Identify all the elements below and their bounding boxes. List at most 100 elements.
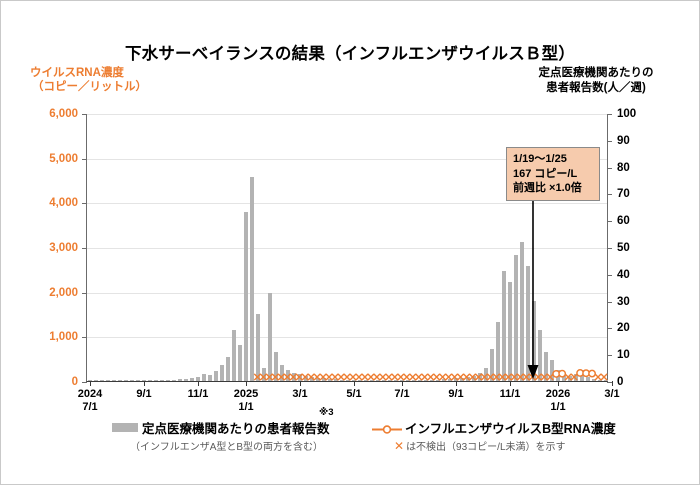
y-axis-right-tick: [607, 355, 612, 357]
data-point-nondetect: [439, 373, 447, 381]
y-axis-right-label: 60: [617, 215, 630, 228]
y-axis-right-label: 40: [617, 268, 630, 281]
y-axis-left-label: 5,000: [49, 152, 78, 165]
y-axis-right-tick: [607, 274, 612, 276]
bar: [412, 380, 416, 381]
x-axis-label: 3/1: [292, 388, 308, 400]
bar: [484, 367, 488, 381]
data-point-nondetect: [391, 373, 399, 381]
bar: [574, 374, 578, 381]
bar: [496, 322, 500, 381]
bar: [280, 364, 284, 381]
data-point-nondetect: [349, 373, 357, 381]
y-axis-left-caption: ウイルスRNA濃度 （コピー／リットル）: [30, 66, 180, 94]
callout-line-2: 167 コピー/L: [513, 167, 578, 180]
bar: [514, 255, 518, 381]
bar: [436, 379, 440, 381]
y-axis-left-label: 0: [71, 376, 78, 388]
data-point-nondetect: [600, 373, 608, 381]
bar: [100, 380, 104, 381]
bar: [370, 380, 374, 381]
y-axis-left-label: 4,000: [49, 197, 78, 210]
bar: [184, 378, 188, 381]
bar: [490, 348, 494, 381]
x-axis-label: 5/1: [346, 388, 362, 400]
data-point-nondetect: [337, 373, 345, 381]
data-point-nondetect: [265, 373, 273, 381]
x-axis-tick: [246, 381, 247, 386]
bar: [226, 356, 230, 381]
bar: [448, 378, 452, 381]
bar: [592, 379, 596, 381]
data-point-nondetect: [397, 373, 405, 381]
data-point-nondetect: [253, 373, 261, 381]
bar: [478, 372, 482, 381]
callout-box: 1/19〜1/25 167 コピー/L 前週比 ×1.0倍: [506, 147, 600, 201]
bar: [418, 380, 422, 381]
data-point-nondetect: [415, 373, 423, 381]
bar: [94, 380, 98, 381]
data-point-nondetect: [325, 373, 333, 381]
data-point-nondetect: [361, 373, 369, 381]
data-point-nondetect: [480, 373, 489, 381]
bar: [454, 378, 458, 381]
data-point-nondetect: [516, 373, 524, 381]
callout-line-3: 前週比 ×1.0倍: [513, 182, 582, 194]
gridline: [87, 203, 607, 205]
bar: [256, 314, 260, 381]
x-axis-label: 3/1: [604, 388, 620, 400]
legend-entry-line: インフルエンザウイルスB型RNA濃度 ✕ は不検出（93コピー/L未満）を示す: [372, 418, 622, 453]
bar: [544, 351, 548, 381]
y-axis-right-tick: [607, 221, 612, 223]
bar: [190, 377, 194, 381]
bar: [202, 374, 206, 381]
plot-area: 0 1,000 2,000 3,000 4,000 5,000 6,000 0 10 20 30 4…: [49, 108, 636, 413]
bar: [106, 380, 110, 381]
gridline: [87, 114, 607, 115]
y-axis-right-label: 70: [617, 188, 630, 201]
bar: [586, 376, 590, 381]
data-point-nondetect: [373, 373, 381, 381]
data-point-nondetect: [283, 373, 291, 381]
y-axis-left-label: 6,000: [49, 108, 78, 120]
data-point-nondetect: [277, 373, 285, 381]
y-axis-right-tick: [607, 328, 612, 330]
bar: [208, 374, 212, 381]
data-point-nondetect: [343, 373, 351, 381]
data-point-nondetect: [504, 373, 512, 381]
y-axis-right-tick: [607, 167, 612, 169]
data-point-nondetect: [528, 373, 536, 381]
x-axis-tick: [144, 381, 145, 386]
x-axis-label: 11/1: [187, 388, 209, 400]
bar: [166, 379, 170, 381]
bar: [316, 377, 320, 381]
bar: [172, 379, 176, 381]
bar-series: [87, 114, 608, 381]
bar: [154, 380, 158, 381]
data-point-nondetect: [534, 373, 542, 381]
y-axis-left-tick: [82, 114, 87, 115]
bar: [196, 376, 200, 381]
gridline: [87, 158, 607, 160]
bar: [178, 379, 182, 381]
data-point-nondetect: [594, 373, 602, 381]
bar: [334, 379, 338, 381]
bar: [124, 380, 128, 381]
data-point-nondetect: [313, 373, 321, 381]
data-point-nondetect: [259, 373, 267, 381]
legend-bar-swatch: [112, 423, 138, 432]
y-axis-right-tick: [607, 382, 612, 383]
data-point-nondetect: [271, 373, 279, 381]
bar: [502, 271, 506, 381]
x-axis-tick: [90, 381, 91, 386]
bar: [328, 378, 332, 381]
data-point-nondetect: [445, 373, 453, 381]
bar: [142, 380, 146, 381]
bar: [520, 241, 524, 381]
bar: [232, 330, 236, 381]
legend-bar-label: 定点医療機関あたりの患者報告数: [142, 422, 330, 436]
bar: [262, 367, 266, 381]
x-axis-label: 2024 7/1: [77, 388, 103, 413]
legend-line-sublabel-row: ✕ は不検出（93コピー/L未満）を示す: [372, 438, 622, 454]
legend-line-sublabel: は不検出（93コピー/L未満）を示す: [406, 442, 566, 453]
